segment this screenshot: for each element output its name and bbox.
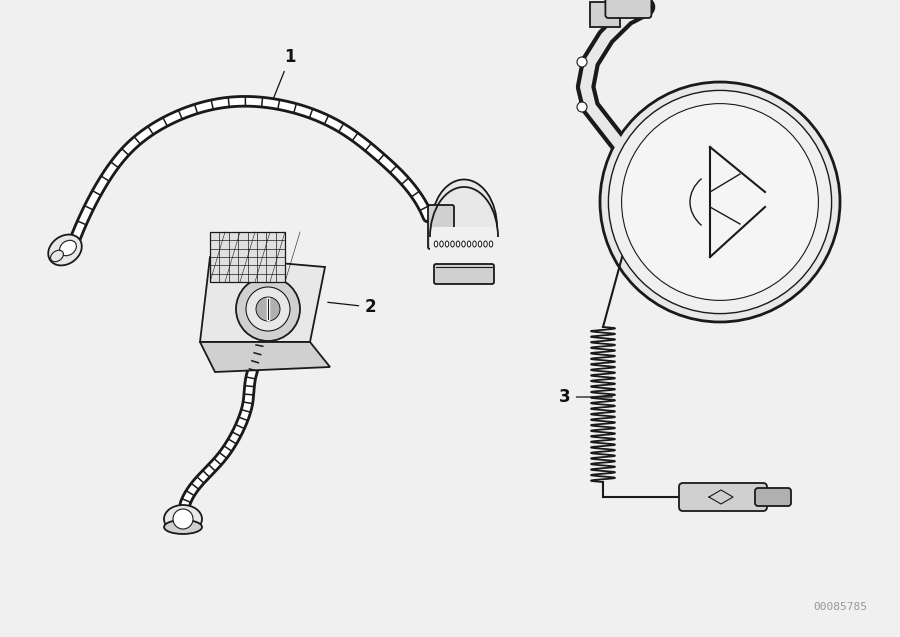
Text: 1: 1 <box>271 48 296 104</box>
Circle shape <box>577 57 587 67</box>
Ellipse shape <box>49 234 82 266</box>
Ellipse shape <box>431 180 497 275</box>
FancyBboxPatch shape <box>679 483 767 511</box>
Ellipse shape <box>50 250 63 262</box>
Circle shape <box>608 90 832 313</box>
Circle shape <box>622 104 818 301</box>
Circle shape <box>577 102 587 112</box>
FancyBboxPatch shape <box>428 205 454 249</box>
Circle shape <box>236 277 300 341</box>
Circle shape <box>600 82 840 322</box>
Text: 3: 3 <box>559 388 612 406</box>
Ellipse shape <box>462 241 465 247</box>
Ellipse shape <box>490 241 493 247</box>
Ellipse shape <box>59 240 76 255</box>
Text: 2: 2 <box>328 298 376 316</box>
Ellipse shape <box>440 241 444 247</box>
Circle shape <box>256 297 280 321</box>
FancyBboxPatch shape <box>432 224 496 285</box>
Polygon shape <box>200 257 325 342</box>
Polygon shape <box>200 342 330 372</box>
Ellipse shape <box>484 241 487 247</box>
Bar <box>430 227 520 337</box>
Ellipse shape <box>164 520 202 534</box>
Ellipse shape <box>478 241 482 247</box>
Ellipse shape <box>435 241 437 247</box>
Ellipse shape <box>467 241 471 247</box>
Ellipse shape <box>472 241 476 247</box>
Ellipse shape <box>451 241 454 247</box>
Ellipse shape <box>164 505 202 533</box>
FancyBboxPatch shape <box>755 488 791 506</box>
Ellipse shape <box>446 241 449 247</box>
Circle shape <box>173 509 193 529</box>
Ellipse shape <box>456 241 460 247</box>
FancyBboxPatch shape <box>434 264 494 284</box>
Bar <box>210 232 285 282</box>
Circle shape <box>246 287 290 331</box>
Text: 00085785: 00085785 <box>813 602 867 612</box>
FancyBboxPatch shape <box>606 0 652 18</box>
Bar <box>590 2 620 27</box>
